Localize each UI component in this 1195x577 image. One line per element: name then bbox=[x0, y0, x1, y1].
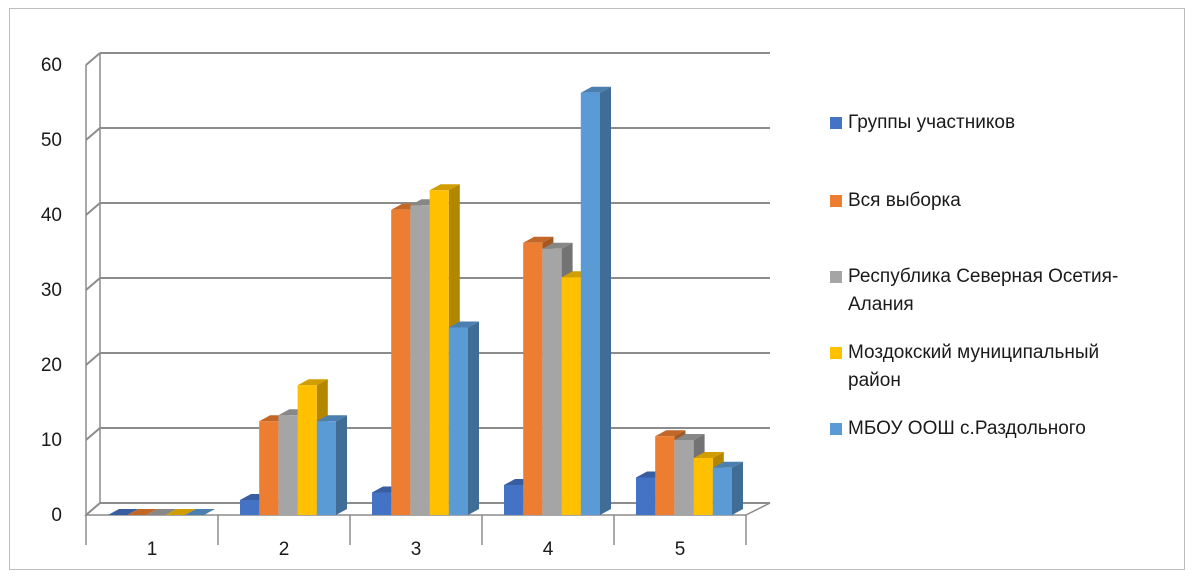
bar bbox=[259, 421, 279, 515]
legend-label-line1: Моздокский муниципальный bbox=[848, 342, 1100, 363]
bar bbox=[372, 492, 392, 515]
legend-label: Группы участников bbox=[848, 112, 1016, 133]
legend-swatch bbox=[830, 271, 842, 283]
bar bbox=[504, 485, 524, 515]
bar-top bbox=[429, 184, 460, 191]
legend-swatch bbox=[830, 423, 842, 435]
y-tick-label: 40 bbox=[41, 205, 62, 226]
gridline-side bbox=[85, 277, 101, 291]
bar-top bbox=[580, 86, 611, 93]
y-tick-label: 60 bbox=[41, 55, 62, 76]
bar bbox=[448, 327, 468, 515]
y-tick-label: 20 bbox=[41, 355, 62, 376]
bar bbox=[410, 205, 430, 515]
y-tick-label: 30 bbox=[41, 280, 62, 301]
bar-side bbox=[600, 86, 611, 515]
legend-item-school: МБОУ ООШ с.Раздольного bbox=[830, 415, 1086, 443]
bar bbox=[297, 385, 317, 515]
legend-swatch bbox=[830, 117, 842, 129]
bar-top bbox=[184, 509, 215, 515]
bar bbox=[523, 242, 543, 515]
bar-top bbox=[165, 509, 196, 515]
gridline-side bbox=[85, 202, 101, 216]
bar bbox=[561, 277, 581, 515]
bar-top bbox=[448, 321, 479, 328]
legend-swatch bbox=[830, 195, 842, 207]
y-tick-label: 10 bbox=[41, 430, 62, 451]
chart-frame: 0 10 20 30 40 50 60 1 2 3 4 5 Группы участников Вся… bbox=[9, 8, 1185, 570]
bar bbox=[240, 500, 260, 515]
bar-side bbox=[336, 415, 347, 515]
x-tick-label: 4 bbox=[543, 539, 554, 560]
bar bbox=[429, 190, 449, 515]
legend-item-all-sample: Вся выборка bbox=[830, 187, 961, 215]
legend-label: Республика Северная Осетия- Алания bbox=[848, 263, 1118, 319]
y-tick-label: 50 bbox=[41, 130, 62, 151]
legend-label: Вся выборка bbox=[848, 190, 961, 211]
x-tick-label: 1 bbox=[147, 539, 158, 560]
bar-top bbox=[146, 509, 177, 515]
bar bbox=[316, 421, 336, 515]
bar bbox=[655, 436, 675, 515]
bar bbox=[636, 477, 656, 515]
gridline-side bbox=[85, 352, 101, 366]
bar bbox=[542, 248, 562, 515]
legend-item-groups: Группы участников bbox=[830, 109, 1015, 137]
legend-swatch bbox=[830, 347, 842, 359]
gridline-side bbox=[85, 427, 101, 441]
bar-top bbox=[108, 509, 139, 515]
bar bbox=[391, 209, 411, 515]
bar-top bbox=[297, 379, 328, 386]
bar bbox=[278, 415, 298, 515]
bar-side bbox=[468, 321, 479, 515]
legend-label: Моздокский муниципальный район bbox=[848, 339, 1099, 395]
x-tick-label: 3 bbox=[411, 539, 422, 560]
bar-top bbox=[655, 430, 686, 437]
legend-item-republic: Республика Северная Осетия- Алания bbox=[830, 263, 1118, 319]
bar bbox=[580, 92, 600, 515]
bar-top bbox=[674, 434, 705, 440]
bar-top bbox=[523, 236, 554, 243]
bar bbox=[674, 440, 694, 515]
bar bbox=[693, 458, 713, 515]
tick-labels: 0 10 20 30 40 50 60 1 2 3 4 5 bbox=[41, 55, 685, 560]
x-tick-label: 5 bbox=[675, 539, 686, 560]
legend-label-line2: Алания bbox=[848, 294, 914, 315]
bar bbox=[712, 467, 732, 515]
bar-top bbox=[127, 509, 158, 515]
x-tick-label: 2 bbox=[279, 539, 290, 560]
legend-label-line1: Республика Северная Осетия- bbox=[848, 266, 1119, 287]
bar-top bbox=[542, 242, 573, 249]
bar-top bbox=[316, 415, 347, 422]
bar-side bbox=[732, 461, 743, 515]
bar-top bbox=[712, 461, 743, 468]
gridline-side bbox=[85, 52, 101, 66]
bars bbox=[108, 86, 743, 515]
legend-item-district: Моздокский муниципальный район bbox=[830, 339, 1099, 395]
legend-label: МБОУ ООШ с.Раздольного bbox=[848, 418, 1086, 439]
chart-plot: 0 10 20 30 40 50 60 1 2 3 4 5 bbox=[41, 52, 771, 560]
legend-label-line2: район bbox=[848, 370, 901, 391]
bar-top bbox=[693, 452, 724, 458]
gridline-side bbox=[85, 127, 101, 141]
y-tick-label: 0 bbox=[51, 505, 62, 526]
